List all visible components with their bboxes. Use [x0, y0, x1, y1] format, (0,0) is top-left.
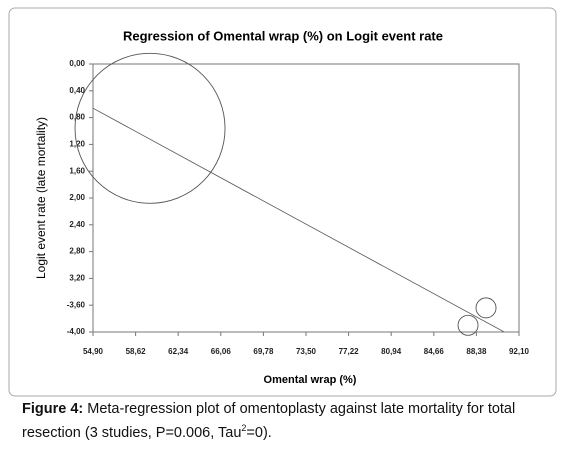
- x-tick-label: 58,62: [126, 347, 147, 356]
- y-tick-label: 2,00: [69, 193, 85, 202]
- chart: Regression of Omental wrap (%) on Logit …: [8, 7, 557, 397]
- x-tick-label: 88,38: [466, 347, 487, 356]
- chart-title: Regression of Omental wrap (%) on Logit …: [123, 28, 443, 43]
- y-tick-label: 0,40: [69, 86, 85, 95]
- y-tick-label: 1,20: [69, 140, 85, 149]
- y-tick-label: 0,80: [69, 113, 85, 122]
- x-tick-label: 54,90: [83, 347, 104, 356]
- y-tick-label: -3,60: [67, 300, 86, 309]
- y-tick-label: 2,40: [69, 220, 85, 229]
- x-tick-label: 62,34: [168, 347, 189, 356]
- caption-text: Meta-regression plot of omentoplasty aga…: [22, 401, 516, 441]
- plot-area: [92, 63, 520, 333]
- y-tick-label: -4,00: [67, 327, 86, 336]
- y-tick-label: 1,60: [69, 166, 85, 175]
- bubble: [74, 52, 226, 204]
- regression-line: [93, 107, 506, 332]
- x-tick-label: 92,10: [509, 347, 530, 356]
- caption: Figure 4: Meta-regression plot of omento…: [22, 400, 552, 443]
- x-tick-label: 80,94: [381, 347, 402, 356]
- x-tick-label: 73,50: [296, 347, 317, 356]
- y-tick-label: 2,80: [69, 247, 85, 256]
- x-tick-label: 77,22: [339, 347, 360, 356]
- frame: [8, 7, 557, 397]
- x-axis-label: Omental wrap (%): [264, 374, 357, 386]
- caption-end: =0).: [246, 424, 272, 441]
- x-tick-label: 69,78: [253, 347, 274, 356]
- bubble: [475, 297, 497, 319]
- y-tick-label: 0,00: [69, 59, 85, 68]
- caption-sup: 2: [241, 423, 247, 433]
- x-tick-label: 84,66: [424, 347, 445, 356]
- y-axis-label: Logit event rate (late mortality): [34, 117, 48, 279]
- x-tick-label: 66,06: [211, 347, 232, 356]
- bubble: [457, 314, 479, 336]
- caption-label: Figure 4:: [22, 401, 84, 417]
- y-tick-label: 3,20: [69, 274, 85, 283]
